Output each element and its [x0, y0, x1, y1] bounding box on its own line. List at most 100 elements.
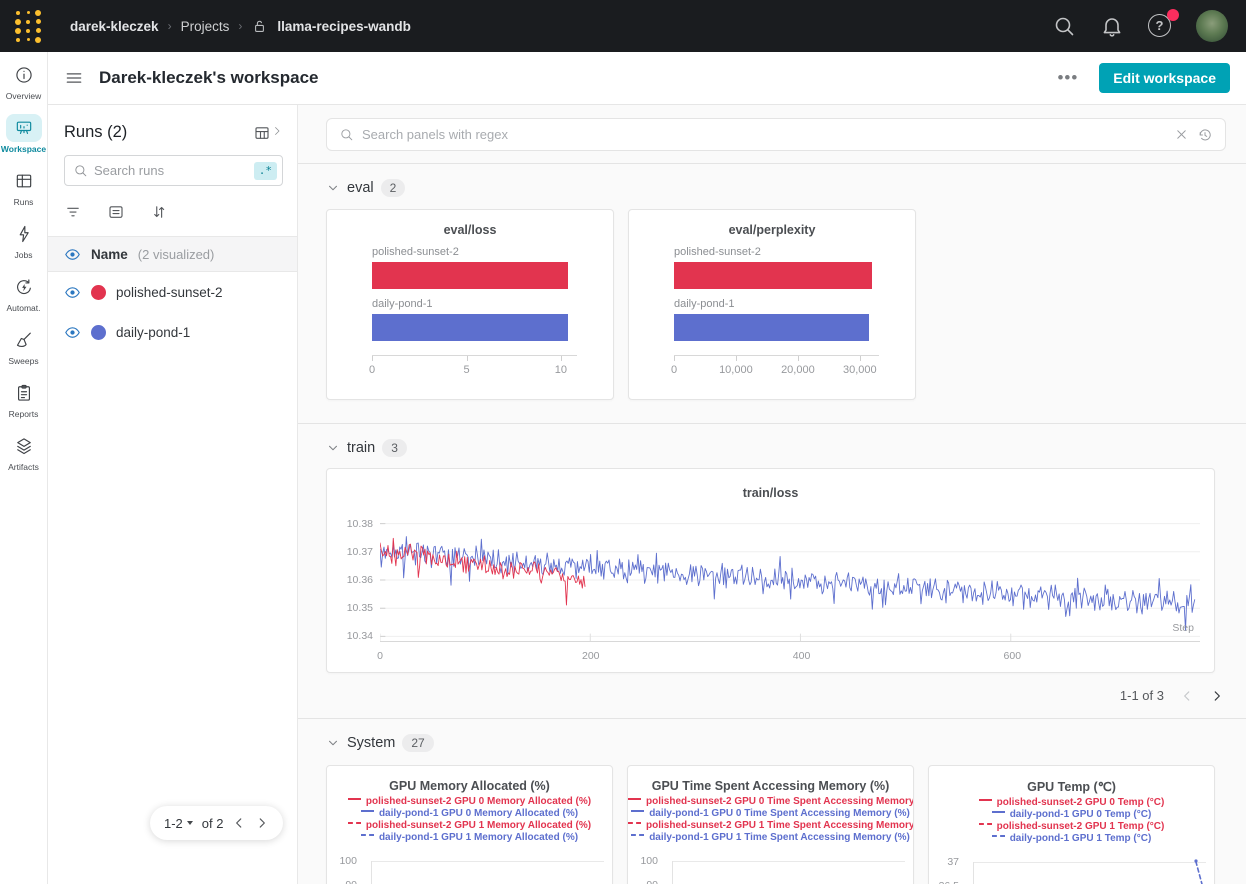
- section-system[interactable]: System 27: [326, 732, 1226, 754]
- panel-gpu-memory[interactable]: GPU Memory Allocated (%) polished-sunset…: [326, 765, 613, 884]
- run-name: polished-sunset-2: [116, 285, 223, 300]
- notification-dot: [1167, 9, 1179, 21]
- runs-panel: Runs (2) .*: [48, 105, 298, 884]
- section-train[interactable]: train 3: [326, 437, 1226, 459]
- next-page-button[interactable]: [1210, 689, 1224, 703]
- sidebar-item-automat[interactable]: Automat.: [0, 273, 48, 313]
- breadcrumb: darek-kleczek › Projects › llama-recipes…: [70, 18, 411, 35]
- chart-title: train/loss: [327, 486, 1214, 500]
- sort-icon[interactable]: [150, 203, 168, 221]
- bar-label: polished-sunset-2: [674, 246, 915, 258]
- run-color-dot: [91, 325, 106, 340]
- legend-item: polished-sunset-2 GPU 0 Time Spent Acces…: [628, 796, 913, 808]
- eye-icon[interactable]: [64, 284, 81, 301]
- clear-search-icon[interactable]: [1174, 127, 1189, 142]
- y-tick-label: 90: [327, 879, 357, 884]
- panel-search-input[interactable]: [362, 127, 1166, 142]
- x-tick-label: 5: [463, 364, 469, 376]
- bell-icon[interactable]: [1100, 14, 1124, 38]
- x-tick-label: 0: [377, 650, 383, 662]
- legend-line-icon: [361, 834, 374, 836]
- sidebar-item-workspace[interactable]: Workspace: [0, 114, 48, 154]
- prev-page-button[interactable]: [232, 816, 246, 830]
- train-pagination-label: 1-1 of 3: [1120, 688, 1164, 703]
- legend-item: daily-pond-1 GPU 0 Temp (°C): [929, 809, 1214, 821]
- runs-header-name: Name: [91, 247, 128, 262]
- workspace-icon: [6, 114, 42, 142]
- legend-line-icon: [979, 799, 992, 801]
- legend-item: daily-pond-1 GPU 1 Temp (°C): [929, 833, 1214, 845]
- runs-pagination-of: of 2: [202, 816, 224, 831]
- help-icon[interactable]: ?: [1148, 14, 1172, 38]
- runs-search: .*: [64, 155, 283, 186]
- breadcrumb-project[interactable]: llama-recipes-wandb: [277, 19, 411, 34]
- legend-item: daily-pond-1 GPU 1 Memory Allocated (%): [327, 832, 612, 844]
- runs-search-input[interactable]: [94, 163, 248, 178]
- legend-item: daily-pond-1 GPU 0 Memory Allocated (%): [327, 808, 612, 820]
- page-title: Darek-kleczek's workspace: [99, 68, 319, 88]
- series-polished-sunset-2: [380, 538, 585, 605]
- legend-item: daily-pond-1 GPU 0 Time Spent Accessing …: [628, 808, 913, 820]
- history-icon[interactable]: [1197, 127, 1213, 143]
- lightning-icon: [6, 220, 42, 248]
- run-row[interactable]: polished-sunset-2: [48, 272, 297, 312]
- chevron-right-icon: [271, 124, 283, 142]
- legend-line-icon: [992, 835, 1005, 837]
- workspace-header: Darek-kleczek's workspace ••• Edit works…: [48, 52, 1246, 105]
- breadcrumb-separator: ›: [238, 19, 242, 33]
- legend-item: daily-pond-1 GPU 1 Time Spent Accessing …: [628, 832, 913, 844]
- broom-icon: [6, 326, 42, 354]
- x-axis: 010,00020,00030,000: [674, 355, 879, 387]
- sidebar-item-overview[interactable]: Overview: [0, 61, 48, 101]
- run-row[interactable]: daily-pond-1: [48, 312, 297, 352]
- y-tick-label: 10.38: [335, 518, 373, 530]
- search-icon[interactable]: [1052, 14, 1076, 38]
- chevron-down-icon: [326, 736, 340, 750]
- section-eval[interactable]: eval 2: [326, 177, 1226, 199]
- panel-train-loss[interactable]: train/loss 10.3410.3510.3610.3710.380200…: [326, 468, 1215, 673]
- caret-down-icon: [187, 821, 193, 825]
- x-tick-label: 600: [1004, 650, 1022, 662]
- x-axis-title: Step: [1172, 622, 1194, 634]
- group-icon[interactable]: [107, 203, 125, 221]
- run-color-dot: [91, 285, 106, 300]
- sidebar-item-sweeps[interactable]: Sweeps: [0, 326, 48, 366]
- panel-gpu-time[interactable]: GPU Time Spent Accessing Memory (%) poli…: [627, 765, 914, 884]
- runs-pagination-range[interactable]: 1-2: [164, 816, 183, 831]
- bar-label: daily-pond-1: [674, 298, 915, 310]
- sidebar-item-artifacts[interactable]: Artifacts: [0, 432, 48, 472]
- x-tick-label: 20,000: [781, 364, 815, 376]
- sidebar-item-jobs[interactable]: Jobs: [0, 220, 48, 260]
- overflow-menu-icon[interactable]: •••: [1051, 68, 1084, 88]
- runs-table-expand-button[interactable]: [253, 124, 283, 142]
- section-count-badge: 3: [382, 439, 407, 457]
- avatar[interactable]: [1196, 10, 1228, 42]
- panel-eval-loss[interactable]: eval/loss polished-sunset-2daily-pond-1 …: [326, 209, 614, 400]
- chart-title: GPU Memory Allocated (%): [327, 779, 612, 793]
- legend: polished-sunset-2 GPU 0 Memory Allocated…: [327, 796, 612, 844]
- filter-icon[interactable]: [64, 203, 82, 221]
- edit-workspace-button[interactable]: Edit workspace: [1099, 63, 1230, 93]
- y-tick-label: 10.36: [335, 574, 373, 586]
- eye-icon[interactable]: [64, 324, 81, 341]
- info-icon: [6, 61, 42, 89]
- sidebar-item-runs[interactable]: Runs: [0, 167, 48, 207]
- wandb-logo-icon[interactable]: [0, 0, 56, 52]
- regex-toggle[interactable]: .*: [254, 162, 277, 180]
- eye-icon[interactable]: [64, 246, 81, 263]
- hamburger-icon[interactable]: [64, 68, 84, 88]
- panel-gpu-temp[interactable]: GPU Temp (℃) polished-sunset-2 GPU 0 Tem…: [928, 765, 1215, 884]
- sidebar-item-reports[interactable]: Reports: [0, 379, 48, 419]
- table-icon: [6, 167, 42, 195]
- breadcrumb-user[interactable]: darek-kleczek: [70, 19, 159, 34]
- search-icon: [339, 127, 354, 142]
- panel-search: [326, 118, 1226, 151]
- breadcrumb-projects[interactable]: Projects: [181, 19, 230, 34]
- run-name: daily-pond-1: [116, 325, 190, 340]
- prev-page-button[interactable]: [1180, 689, 1194, 703]
- panel-eval-perplexity[interactable]: eval/perplexity polished-sunset-2 daily-p…: [628, 209, 916, 400]
- chart-title: eval/perplexity: [629, 223, 915, 237]
- chart-title: GPU Time Spent Accessing Memory (%): [628, 779, 913, 793]
- runs-header-visualized: (2 visualized): [138, 247, 215, 262]
- next-page-button[interactable]: [255, 816, 269, 830]
